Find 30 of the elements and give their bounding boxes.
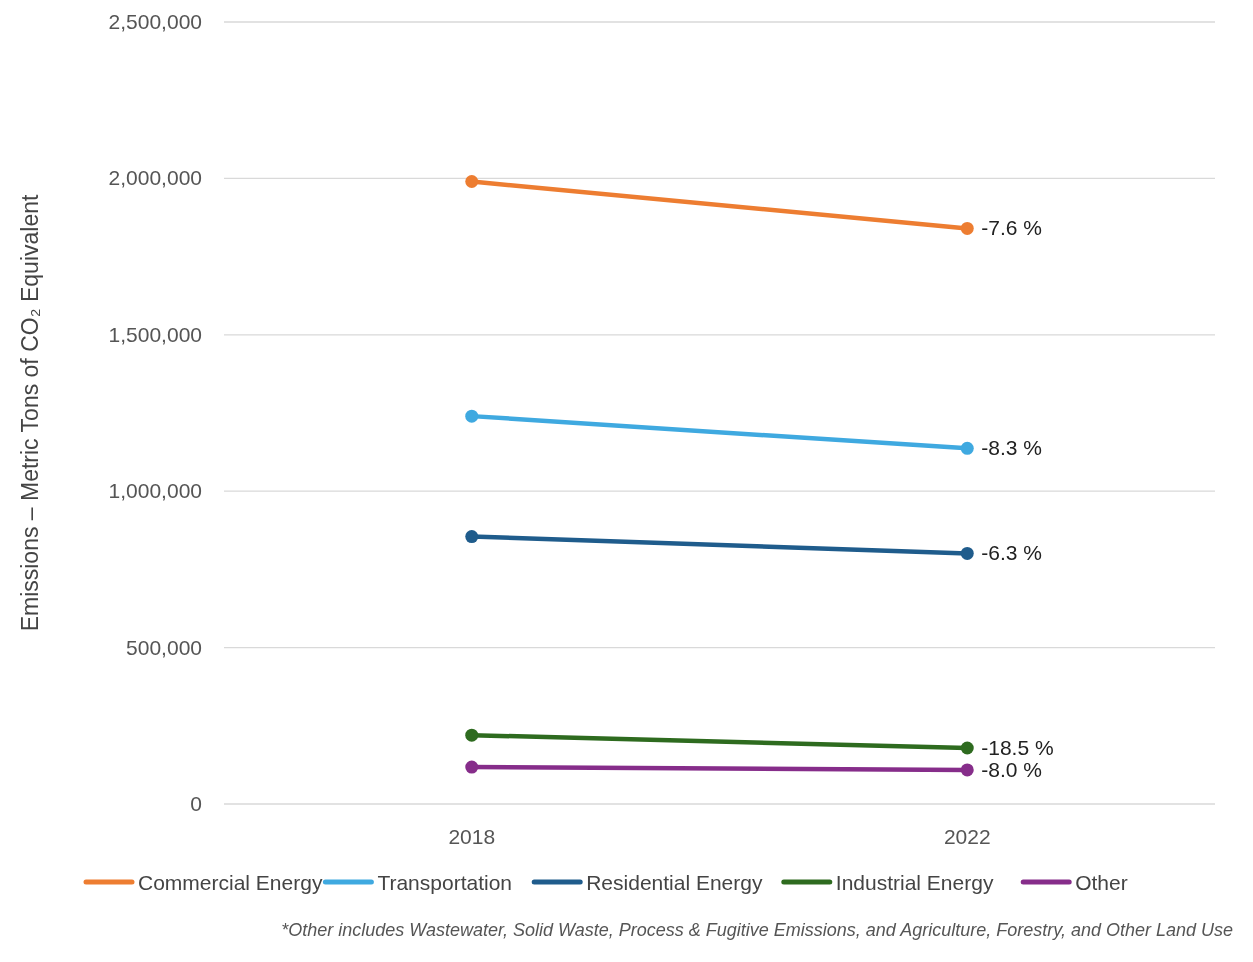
y-tick-label: 2,000,000 — [108, 166, 202, 190]
point — [465, 409, 479, 423]
point — [960, 546, 974, 560]
point — [465, 728, 479, 742]
point — [465, 530, 479, 544]
annotation: -18.5 % — [981, 736, 1054, 760]
point — [465, 760, 479, 774]
y-axis-title: Emissions – Metric Tons of CO₂ Equivalent — [17, 194, 43, 632]
x-tick-label: 2018 — [448, 825, 496, 848]
legend-label: Industrial Energy — [835, 871, 994, 894]
point — [960, 221, 974, 235]
y-tick-label: 500,000 — [126, 635, 202, 659]
y-tick-label: 2,500,000 — [108, 10, 202, 33]
legend-label: Transportation — [377, 871, 513, 894]
text: *Other includes Wastewater, Solid Waste, Process & Fugitive Emissions, and Agriculture, Forestry, and Other Land Use — [281, 920, 1233, 940]
point — [960, 741, 974, 755]
annotation: -8.0 % — [981, 757, 1042, 781]
x-tick-label: 2022 — [943, 825, 991, 848]
y-tick-label: 0 — [190, 792, 202, 815]
annotation: -6.3 % — [981, 541, 1042, 565]
legend-label: Commercial Energy — [138, 871, 323, 894]
y-tick-label: 1,500,000 — [108, 322, 202, 346]
point — [960, 441, 974, 455]
legend-label: Other — [1075, 871, 1128, 894]
point — [465, 175, 479, 189]
y-tick-label: 1,000,000 — [108, 479, 202, 503]
annotation: -7.6 % — [981, 216, 1042, 240]
annotation: -8.3 % — [981, 436, 1042, 460]
point — [960, 763, 974, 777]
legend-label: Residential Energy — [586, 871, 763, 894]
